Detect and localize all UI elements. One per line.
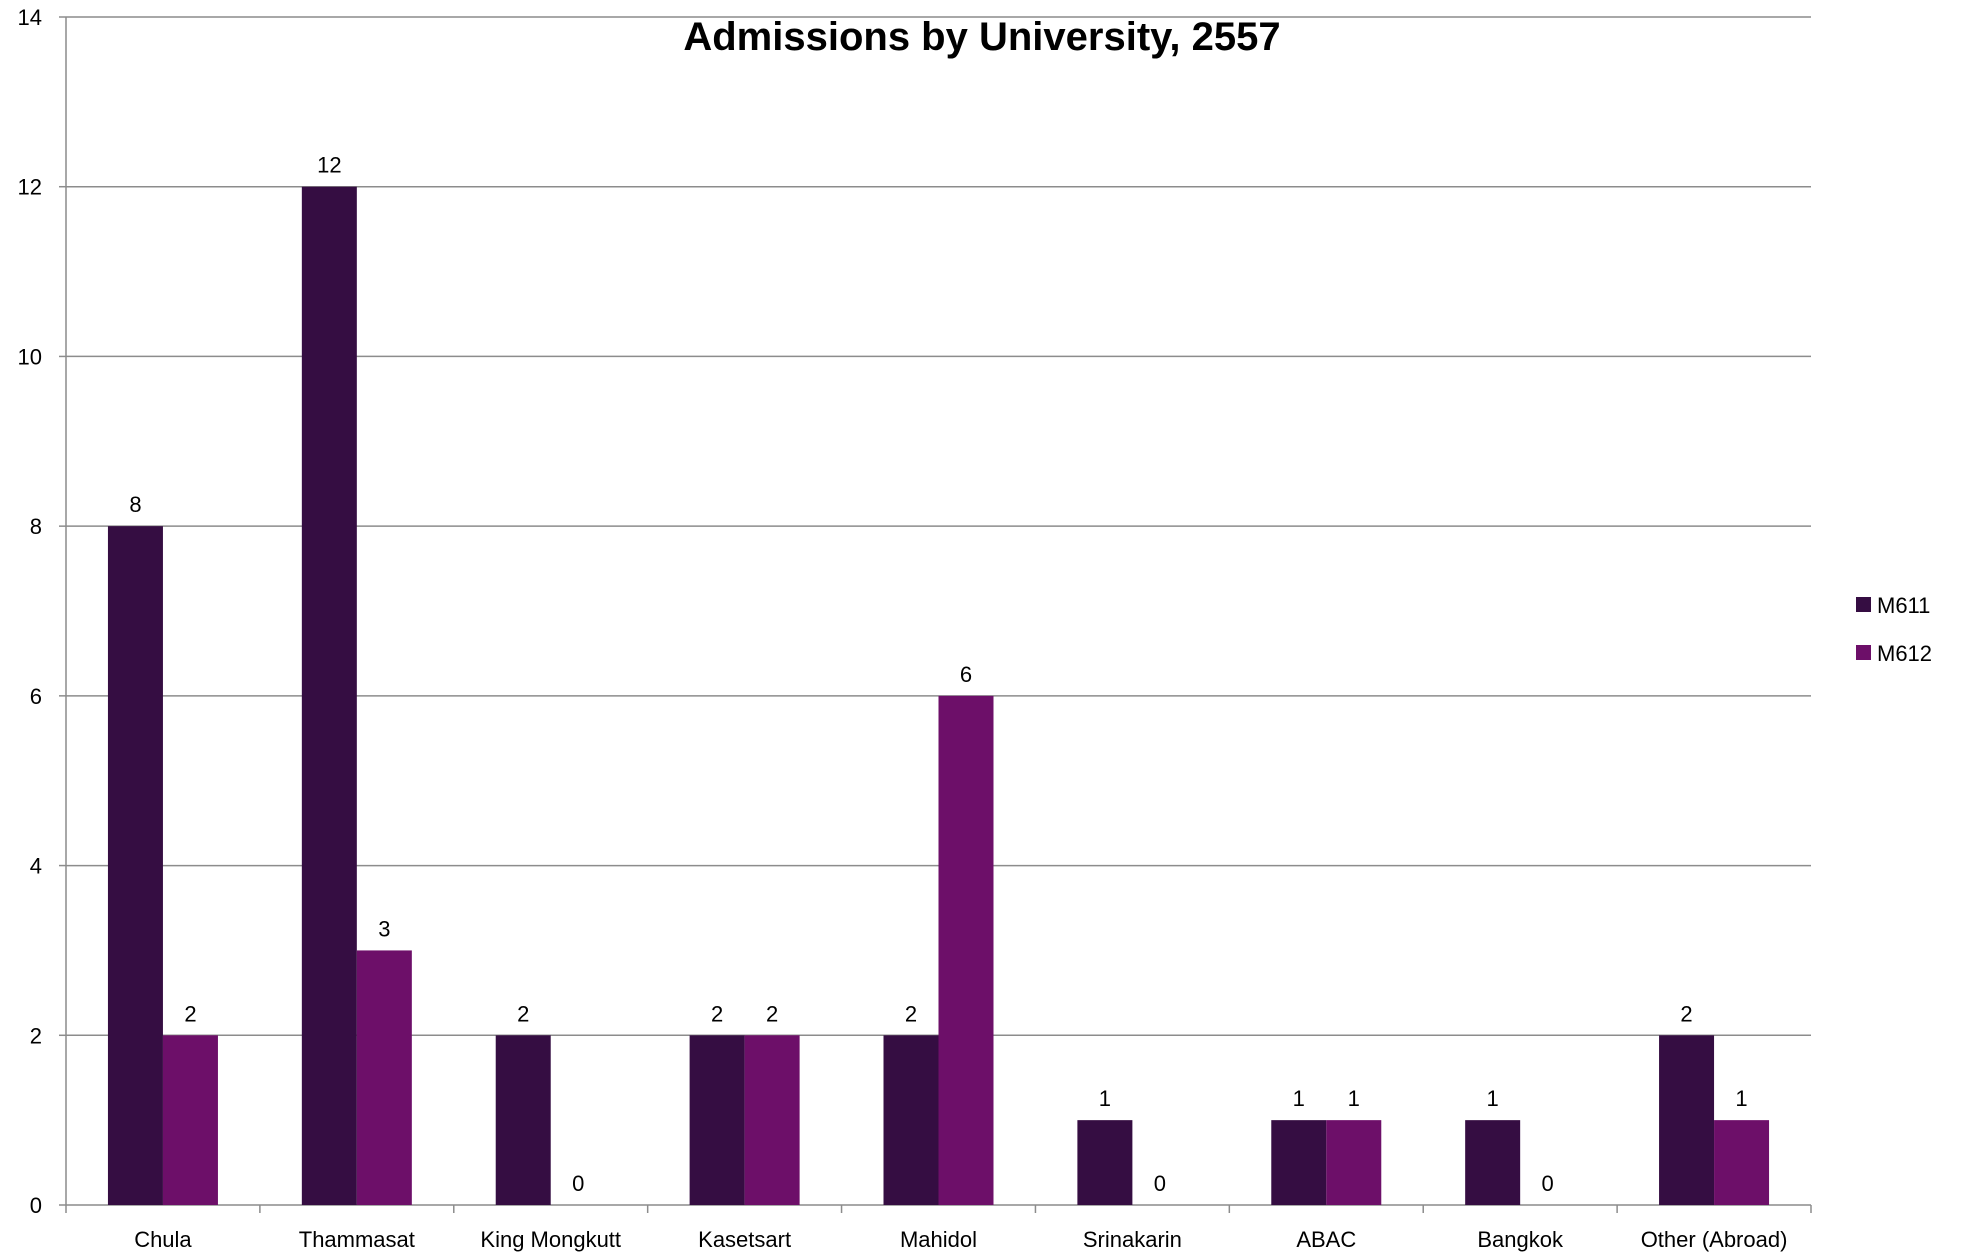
x-tick-label: ABAC	[1296, 1227, 1356, 1252]
data-label: 2	[1680, 1001, 1692, 1026]
y-tick-label: 10	[18, 344, 42, 369]
bar-m611	[1077, 1120, 1133, 1205]
y-tick-label: 0	[30, 1193, 42, 1218]
bar-m612	[744, 1035, 800, 1205]
bar-m611	[1271, 1120, 1327, 1205]
legend-label: M611	[1877, 593, 1930, 618]
data-label: 1	[1735, 1086, 1747, 1111]
data-label: 2	[766, 1001, 778, 1026]
x-tick-label: Bangkok	[1477, 1227, 1564, 1252]
data-label: 1	[1293, 1086, 1305, 1111]
data-label: 2	[711, 1001, 723, 1026]
bar-m611	[689, 1035, 745, 1205]
bars	[107, 186, 1770, 1205]
x-tick-label: Kasetsart	[698, 1227, 791, 1252]
bar-m612	[938, 695, 994, 1205]
data-label: 6	[960, 662, 972, 687]
bar-m612	[1714, 1120, 1770, 1205]
data-label: 8	[129, 492, 141, 517]
chart-title: Admissions by University, 2557	[683, 15, 1280, 59]
legend-label: M612	[1877, 641, 1932, 666]
data-label: 2	[184, 1001, 196, 1026]
legend-swatch	[1856, 645, 1871, 660]
data-label: 3	[378, 916, 390, 941]
bar-m611	[301, 186, 357, 1205]
bar-m611	[1465, 1120, 1521, 1205]
bar-m611	[107, 526, 163, 1205]
x-tick-label: Other (Abroad)	[1641, 1227, 1788, 1252]
y-tick-label: 4	[30, 854, 42, 879]
data-label: 1	[1487, 1086, 1499, 1111]
bar-m612	[162, 1035, 218, 1205]
y-tick-label: 2	[30, 1023, 42, 1048]
bar-m612	[1326, 1120, 1382, 1205]
y-tick-label: 12	[18, 175, 42, 200]
legend: M611 M612	[1856, 593, 1932, 666]
x-tick-label: King Mongkutt	[480, 1227, 621, 1252]
data-label: 2	[905, 1001, 917, 1026]
y-tick-label: 6	[30, 684, 42, 709]
bar-m611	[495, 1035, 551, 1205]
data-label: 0	[1154, 1171, 1166, 1196]
x-tick-label: Thammasat	[299, 1227, 415, 1252]
y-tick-label: 14	[18, 5, 42, 30]
bar-m611	[1659, 1035, 1715, 1205]
data-label: 0	[1542, 1171, 1554, 1196]
bar-m611	[883, 1035, 939, 1205]
data-label: 1	[1348, 1086, 1360, 1111]
x-tick-label: Srinakarin	[1083, 1227, 1182, 1252]
x-tick-label: Chula	[134, 1227, 192, 1252]
data-label: 12	[317, 153, 341, 178]
y-tick-label: 8	[30, 514, 42, 539]
bar-m612	[356, 950, 412, 1205]
legend-swatch	[1856, 597, 1871, 612]
data-label: 0	[572, 1171, 584, 1196]
x-tick-label: Mahidol	[900, 1227, 977, 1252]
data-label: 1	[1099, 1086, 1111, 1111]
data-label: 2	[517, 1001, 529, 1026]
